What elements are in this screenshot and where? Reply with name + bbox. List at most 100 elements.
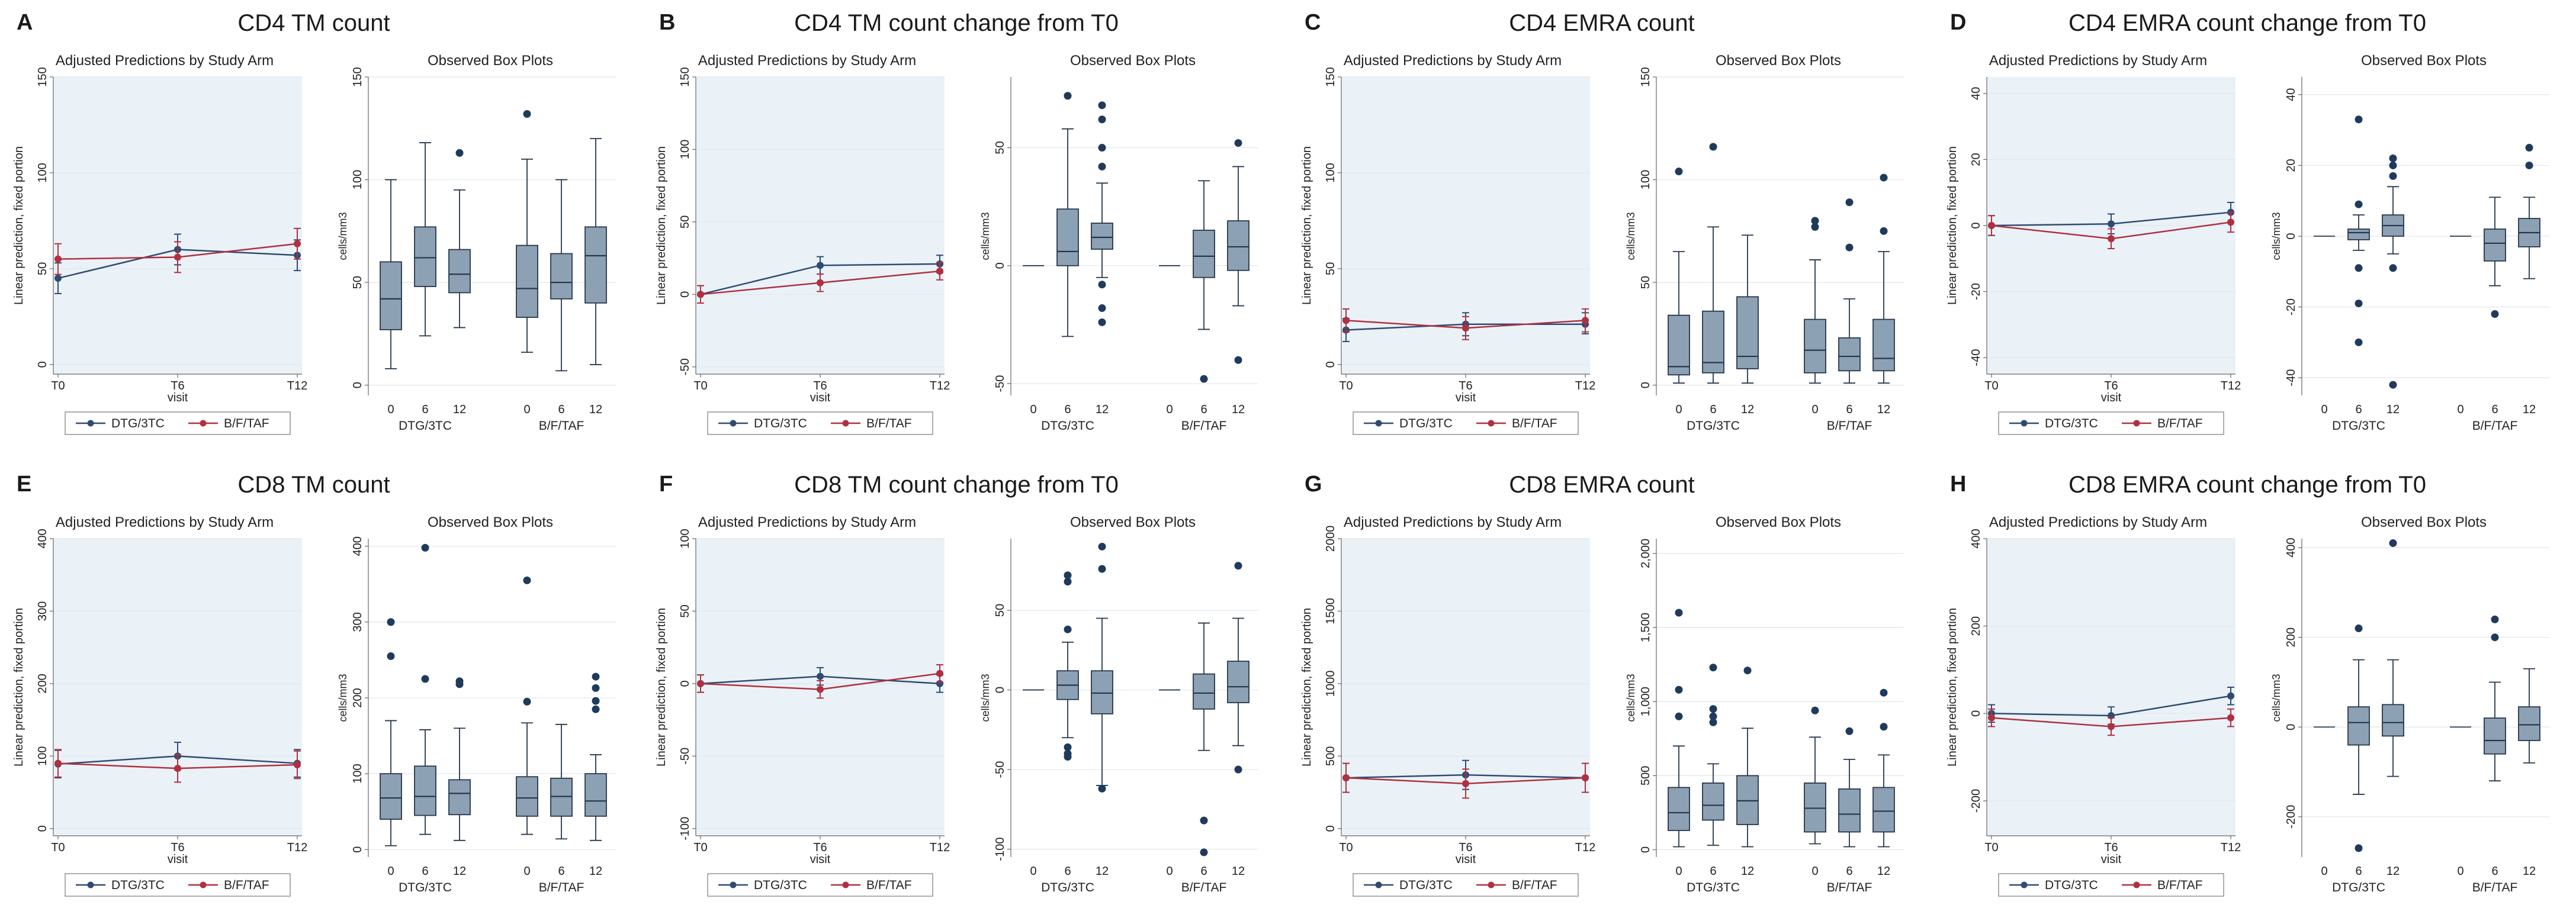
box-iqr: [1668, 314, 1690, 376]
panel-d: D CD4 EMRA count change from T0 Adjusted P…: [1946, 10, 2549, 435]
model-x-tick-label: T0: [1984, 379, 1998, 392]
box-month-tick-label: 6: [1710, 865, 1716, 878]
box-outlier-point: [1234, 139, 1242, 147]
box-iqr: [1736, 775, 1759, 825]
model-y-tick-label: 100: [1324, 163, 1337, 182]
model-y-tick-label: 100: [679, 140, 692, 159]
model-x-tick-label: T0: [693, 841, 707, 854]
box-y-tick-label: 0: [1639, 382, 1652, 388]
box-month-tick-label: 6: [2355, 403, 2362, 416]
legend-label-dtg: DTG/3TC: [1399, 878, 1453, 892]
model-subtitle: Adjusted Predictions by Study Arm: [1344, 514, 1562, 530]
legend-marker-dtg: [1375, 420, 1382, 427]
box-outlier-point: [1064, 578, 1072, 586]
box-month-tick-label: 0: [1030, 403, 1036, 416]
model-point-bft: [2227, 218, 2234, 226]
legend-label-bft: B/F/TAF: [1512, 417, 1557, 430]
box-outlier-point: [523, 697, 531, 706]
model-y-tick-label: 0: [1970, 710, 1983, 717]
box-outlier-point: [2355, 844, 2363, 852]
box-month-tick-label: 12: [1877, 865, 1890, 878]
model-y-tick-label: 150: [36, 67, 49, 86]
box-outlier-point: [2389, 539, 2397, 548]
model-subtitle: Adjusted Predictions by Study Arm: [56, 53, 274, 69]
model-point-bft: [936, 669, 943, 677]
box-outlier-point: [523, 576, 531, 584]
panel-title: CD8 EMRA count: [1509, 472, 1694, 498]
box-outlier-point: [1098, 281, 1106, 289]
box-month-tick-label: 0: [1166, 865, 1173, 878]
legend-marker-dtg: [730, 420, 737, 427]
box-month-tick-label: 0: [523, 865, 530, 878]
model-point-dtg: [2227, 692, 2234, 700]
model-point-bft: [294, 240, 301, 247]
legend-marker-dtg: [1375, 881, 1382, 888]
box-arm-label-dtg: DTG/3TC: [1041, 419, 1094, 433]
box-month-tick-label: 0: [2457, 403, 2463, 416]
model-x-tick-label: T12: [287, 841, 307, 854]
panel-letter: H: [1950, 472, 1966, 497]
model-y-label: Linear prediction, fixed portion: [655, 608, 668, 767]
box-y-tick-label: 100: [351, 764, 364, 783]
box-subtitle: Observed Box Plots: [1716, 514, 1841, 530]
model-y-tick-label: 50: [679, 215, 692, 228]
box-iqr: [2347, 706, 2370, 746]
legend-label-bft: B/F/TAF: [224, 417, 269, 430]
model-y-tick-label: 300: [36, 601, 49, 621]
box-outlier-point: [2491, 633, 2499, 642]
panel-title: CD8 EMRA count change from T0: [2068, 472, 2426, 498]
box-outlier-point: [1675, 168, 1683, 176]
box-month-tick-label: 0: [1166, 403, 1173, 416]
box-y-label: cells/mm3: [1625, 212, 1637, 260]
panel-letter: D: [1950, 10, 1966, 35]
model-x-tick-label: T12: [930, 379, 950, 392]
box-outlier-point: [1845, 198, 1854, 207]
box-arm-label-dtg: DTG/3TC: [1687, 419, 1740, 433]
box-outlier-point: [387, 652, 395, 661]
legend-marker-bft: [1488, 420, 1495, 427]
box-y-label: cells/mm3: [337, 212, 349, 260]
box-y-tick-label: 20: [2285, 159, 2298, 172]
model-x-label: visit: [168, 391, 188, 404]
box-y-tick-label: 50: [994, 604, 1007, 617]
model-point-dtg: [817, 262, 824, 269]
box-outlier-point: [1675, 712, 1683, 720]
panel-title: CD4 EMRA count: [1509, 10, 1694, 36]
model-point-bft: [1988, 222, 1995, 229]
box-arm-label-bft: B/F/TAF: [2472, 881, 2518, 894]
panel-c: C CD4 EMRA count Adjusted Predictions by S…: [1300, 10, 1904, 435]
model-point-bft: [54, 759, 62, 767]
box-month-tick-label: 12: [1232, 865, 1245, 878]
model-y-label: Linear prediction, fixed portion: [12, 146, 25, 305]
panel-title: CD4 TM count: [237, 10, 390, 36]
box-month-tick-label: 6: [2491, 865, 2498, 878]
legend-label-dtg: DTG/3TC: [2045, 417, 2098, 430]
model-y-tick-label: 100: [36, 746, 49, 766]
box-outlier-point: [2389, 264, 2397, 272]
box-subtitle: Observed Box Plots: [428, 53, 553, 69]
model-x-tick-label: T6: [2104, 841, 2118, 854]
box-outlier-point: [2525, 161, 2533, 169]
box-outlier-point: [1064, 753, 1072, 761]
box-outlier-point: [1709, 705, 1717, 713]
model-y-tick-label: 0: [1970, 222, 1983, 228]
model-point-bft: [294, 761, 301, 769]
box-y-tick-label: 0: [994, 687, 1007, 693]
model-point-bft: [936, 268, 943, 275]
model-x-tick-label: T6: [1459, 841, 1472, 854]
box-outlier-point: [1880, 723, 1888, 731]
box-month-tick-label: 6: [1064, 865, 1071, 878]
box-y-label: cells/mm3: [2270, 674, 2282, 722]
model-y-label: Linear prediction, fixed portion: [1946, 608, 1959, 767]
box-month-tick-label: 6: [422, 865, 428, 878]
legend-label-dtg: DTG/3TC: [2045, 878, 2098, 892]
legend-marker-bft: [842, 420, 849, 427]
model-x-label: visit: [1456, 853, 1476, 866]
box-subtitle: Observed Box Plots: [428, 514, 553, 530]
box-y-tick-label: -200: [2285, 805, 2298, 829]
model-y-tick-label: 50: [1324, 262, 1337, 275]
box-month-tick-label: 12: [453, 403, 466, 416]
box-outlier-point: [1098, 565, 1106, 573]
model-y-tick-label: 1000: [1324, 671, 1337, 697]
box-outlier-point: [2355, 200, 2363, 208]
